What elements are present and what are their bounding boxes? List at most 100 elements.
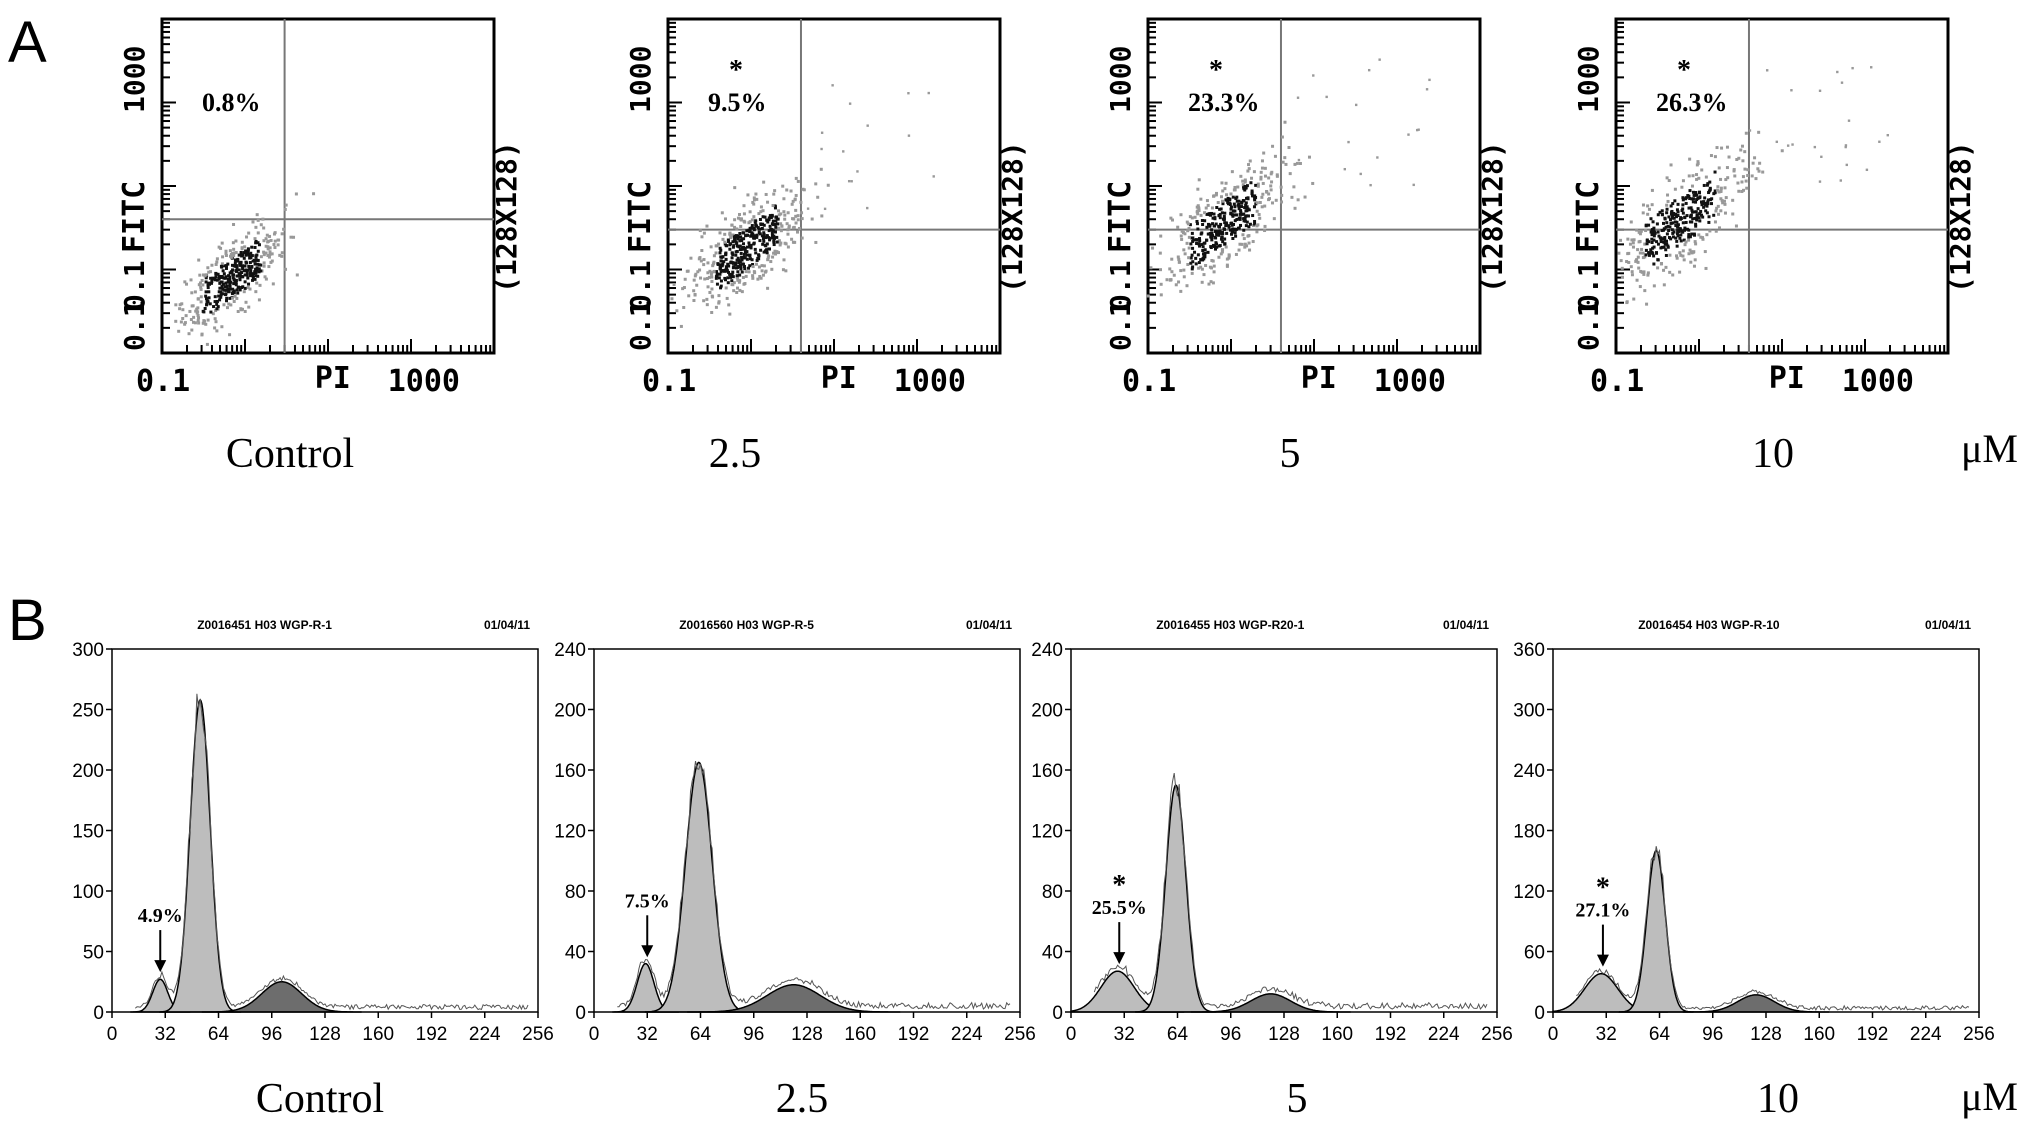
event-dot: [820, 214, 824, 218]
event-dot: [1704, 175, 1708, 179]
panel-a-letter: A: [8, 10, 47, 75]
y-tick-label-bottom: 0.1: [1104, 300, 1137, 351]
event-dot: [800, 211, 804, 215]
histogram-3: Z0016455 H03 WGP-R20-1 01/04/110 32 64 96 128…: [1031, 618, 1513, 1122]
event-dot: [769, 260, 773, 264]
event-dot: [1683, 228, 1687, 232]
event-dot: [1231, 228, 1235, 232]
event-dot: [819, 167, 823, 171]
event-dot: [243, 280, 247, 284]
event-dot: [1200, 267, 1204, 271]
event-dot: [752, 228, 756, 232]
event-dot: [760, 227, 764, 231]
event-dot: [783, 213, 787, 217]
event-dot: [1241, 199, 1245, 203]
event-dot: [192, 315, 196, 319]
percent-label: 0.8%: [202, 88, 261, 117]
event-dot: [1198, 244, 1202, 248]
event-dot: [184, 314, 188, 318]
event-dot: [1233, 231, 1237, 235]
event-dot: [1206, 222, 1210, 226]
event-dot: [1229, 212, 1233, 216]
event-dot: [782, 197, 786, 201]
event-dot: [1287, 146, 1291, 150]
event-dot: [1158, 268, 1162, 272]
event-dot: [1681, 221, 1685, 225]
event-dot: [1258, 216, 1262, 220]
event-dot: [266, 247, 270, 251]
event-dot: [174, 303, 178, 307]
event-dot: [1707, 189, 1711, 193]
event-dot: [1248, 248, 1252, 252]
event-dot: [178, 303, 182, 307]
event-dot: [1652, 254, 1656, 258]
event-dot: [197, 258, 201, 262]
event-dot: [1675, 244, 1679, 248]
event-dot: [1210, 232, 1214, 236]
event-dot: [1682, 238, 1686, 242]
event-dot: [220, 241, 224, 245]
event-dot: [1714, 209, 1718, 213]
panel-b-unit: μM: [1961, 1074, 2018, 1119]
event-dot: [1681, 207, 1685, 211]
event-dot: [256, 241, 260, 245]
event-dot: [1243, 185, 1247, 189]
event-dot: [202, 310, 206, 314]
event-dot: [750, 218, 754, 222]
event-dot: [1690, 220, 1694, 224]
event-dot: [1224, 181, 1228, 185]
y-tick-label: 160: [1031, 761, 1063, 782]
event-dot: [267, 265, 271, 269]
event-dot: [775, 235, 779, 239]
event-dot: [786, 232, 790, 236]
event-dot: [1412, 183, 1415, 187]
event-dot: [1708, 229, 1712, 233]
event-dot: [1195, 238, 1199, 242]
concentration-label: 10: [1757, 1076, 1799, 1122]
event-dots: [1617, 66, 1889, 306]
event-dot: [773, 230, 777, 234]
event-dot: [712, 254, 716, 258]
event-dot: [174, 319, 178, 323]
event-dot: [1233, 185, 1237, 189]
event-dot: [1668, 270, 1672, 274]
event-dot: [1687, 252, 1691, 256]
event-dot: [1237, 248, 1241, 252]
event-dot: [223, 288, 227, 292]
event-dot: [215, 257, 219, 261]
peak-g1: [644, 761, 753, 1013]
event-dot: [1689, 206, 1693, 210]
event-dot: [1215, 205, 1219, 209]
event-dot: [734, 261, 738, 265]
event-dot: [1706, 198, 1710, 202]
event-dot: [1198, 237, 1202, 241]
event-dot: [204, 280, 208, 284]
event-dot: [1159, 234, 1163, 238]
event-dot: [1202, 257, 1206, 261]
event-dot: [1193, 250, 1197, 254]
event-dot: [755, 197, 759, 201]
event-dot: [1691, 190, 1695, 194]
event-dot: [1694, 200, 1698, 204]
event-dot: [1652, 234, 1656, 238]
y-tick-label: 40: [565, 943, 586, 964]
event-dot: [1243, 245, 1247, 249]
event-dot: [755, 235, 759, 239]
event-dot: [698, 229, 702, 233]
event-dot: [1761, 170, 1765, 174]
event-dot: [1689, 214, 1693, 218]
event-dot: [221, 287, 225, 291]
event-dot: [1664, 225, 1668, 229]
event-dot: [724, 266, 728, 270]
event-dot: [231, 273, 235, 277]
event-dot: [721, 237, 725, 241]
event-dot: [1665, 242, 1669, 246]
event-dot: [737, 261, 741, 265]
event-dot: [746, 193, 750, 197]
y-axis-label: FITC: [623, 181, 658, 253]
event-dot: [1203, 248, 1207, 252]
y-tick-label-max: 1000: [118, 46, 151, 113]
event-dot: [1630, 238, 1634, 242]
event-dot: [848, 102, 852, 105]
event-dot: [1215, 233, 1219, 237]
